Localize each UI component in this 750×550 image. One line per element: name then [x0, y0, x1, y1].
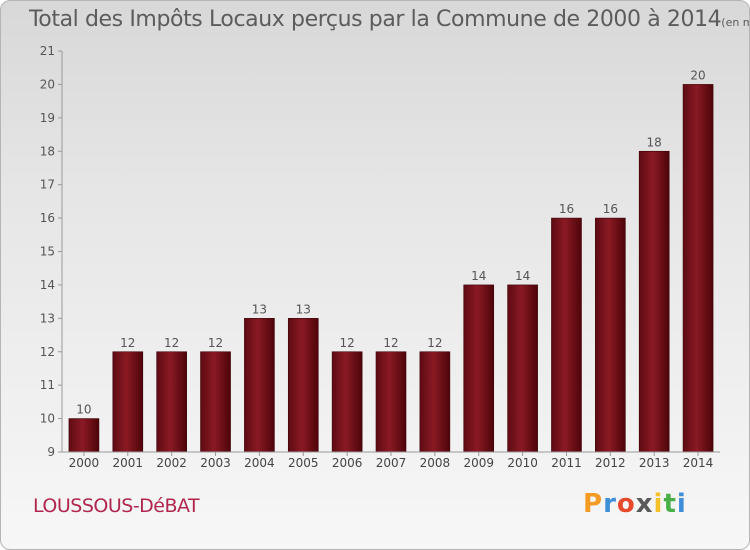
x-tick-label: 2013	[639, 456, 670, 470]
commune-name: LOUSSOUS-DéBAT	[33, 495, 200, 517]
bar-value-label: 13	[252, 302, 267, 316]
y-tick-label: 9	[47, 445, 55, 459]
bar[interactable]	[682, 84, 714, 453]
x-tick-label: 2010	[507, 456, 538, 470]
x-tick-label: 2003	[200, 456, 231, 470]
y-tick-label: 12	[40, 345, 55, 359]
bar-value-label: 20	[690, 68, 705, 82]
y-tick-label: 13	[40, 311, 55, 325]
x-tick-label: 2002	[156, 456, 187, 470]
bar-value-label: 12	[164, 336, 179, 350]
y-tick-label: 15	[40, 245, 55, 259]
bar[interactable]	[551, 217, 582, 453]
logo-letter: i	[676, 489, 687, 519]
bar[interactable]	[200, 351, 231, 453]
bar[interactable]	[68, 418, 100, 453]
bar-value-label: 12	[120, 336, 135, 350]
x-tick-label: 2006	[332, 456, 363, 470]
bar[interactable]	[287, 318, 319, 453]
bar[interactable]	[156, 351, 187, 453]
bar-value-label: 16	[559, 202, 574, 216]
bar-value-label: 14	[471, 269, 486, 283]
x-tick-label: 2012	[595, 456, 626, 470]
title-text: Total des Impôts Locaux perçus par la Co…	[29, 7, 722, 32]
y-tick-label: 19	[40, 111, 55, 125]
bar-value-label: 18	[647, 135, 662, 149]
logo-letter: r	[603, 489, 617, 519]
y-axis: 9 10 11 12 13 14 15 16 17 18 19 20 21	[40, 44, 63, 459]
logo-letter: t	[663, 489, 677, 519]
logo-letter: i	[653, 489, 664, 519]
unit-label: (en milliers d'€)	[721, 16, 749, 29]
bar-value-label: 16	[603, 202, 618, 216]
bar[interactable]	[463, 284, 495, 453]
y-tick-label: 18	[40, 144, 55, 158]
y-tick-label: 21	[40, 44, 55, 58]
bar-value-label: 10	[76, 403, 91, 417]
y-tick-label: 20	[40, 77, 55, 91]
y-tick-label: 10	[40, 412, 55, 426]
bar[interactable]	[638, 150, 670, 453]
logo-letter: P	[583, 489, 604, 519]
x-tick-label: 2011	[551, 456, 582, 470]
bar-value-label: 14	[515, 269, 530, 283]
bar-value-label: 12	[427, 336, 442, 350]
y-tick-label: 11	[40, 378, 55, 392]
x-tick-label: 2000	[69, 456, 100, 470]
bar[interactable]	[331, 351, 363, 453]
bar[interactable]	[419, 351, 451, 453]
bar[interactable]	[595, 217, 626, 453]
x-axis: 2000 2001 2002 2003 2004 2005 2006 2007 2008 2009…	[62, 451, 720, 470]
bar-value-label: 13	[296, 302, 311, 316]
x-tick-label: 2008	[420, 456, 451, 470]
bar[interactable]	[112, 351, 144, 453]
proxiti-logo[interactable]: Proxiti	[583, 489, 687, 519]
bars: 10 12 12 12 13 13 12 12 12 14 14 16 16 18 20	[68, 68, 714, 453]
chart-title: Total des Impôts Locaux perçus par la Co…	[29, 7, 749, 32]
bar-value-label: 12	[383, 336, 398, 350]
logo-letter: x	[635, 489, 654, 519]
x-tick-label: 2004	[244, 456, 275, 470]
x-tick-label: 2009	[463, 456, 494, 470]
x-tick-label: 2001	[113, 456, 144, 470]
x-tick-label: 2005	[288, 456, 319, 470]
bar-value-label: 12	[339, 336, 354, 350]
x-tick-label: 2014	[683, 456, 714, 470]
bar[interactable]	[244, 318, 275, 453]
y-tick-label: 16	[40, 211, 55, 225]
bar[interactable]	[507, 284, 538, 453]
y-tick-label: 17	[40, 178, 55, 192]
y-tick-label: 14	[40, 278, 55, 292]
logo-letter: o	[616, 489, 636, 519]
bar-value-label: 12	[208, 336, 223, 350]
x-tick-label: 2007	[376, 456, 407, 470]
bar[interactable]	[375, 351, 407, 453]
